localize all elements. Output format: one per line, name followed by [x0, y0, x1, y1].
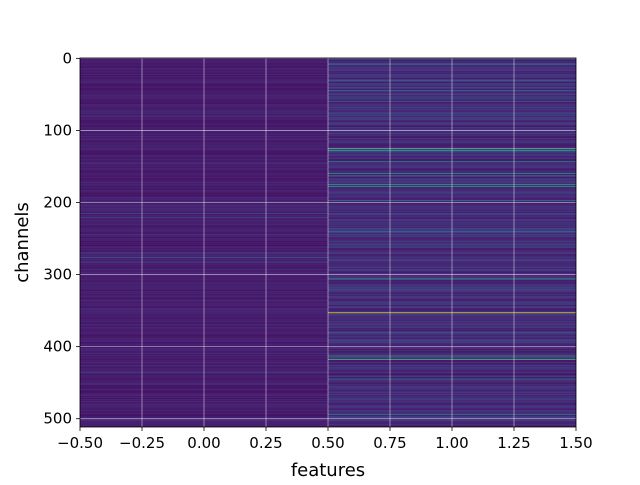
x-tick-label: −0.50 — [57, 434, 103, 452]
y-axis-label: channels — [12, 202, 33, 283]
x-tick-label: 0.75 — [373, 434, 406, 452]
y-tick-label: 200 — [43, 194, 72, 212]
x-tick-label: 0.00 — [187, 434, 220, 452]
y-tick-label: 100 — [43, 121, 72, 139]
x-axis-ticks: −0.50 −0.25 0.00 0.25 0.50 0.75 1.00 1.25 1.50 — [57, 427, 593, 452]
y-tick-label: 500 — [43, 410, 72, 428]
x-tick-label: 1.00 — [435, 434, 468, 452]
x-tick-label: 0.50 — [311, 434, 344, 452]
x-tick-label: −0.25 — [119, 434, 165, 452]
x-axis-label: features — [291, 460, 365, 480]
x-tick-label: 0.25 — [249, 434, 282, 452]
y-axis-ticks: 0 100 200 300 400 500 — [43, 49, 80, 428]
plot-area — [80, 58, 576, 427]
y-tick-label: 300 — [43, 266, 72, 284]
x-tick-label: 1.50 — [559, 434, 592, 452]
y-tick-label: 0 — [62, 49, 72, 67]
y-tick-label: 400 — [43, 338, 72, 356]
x-tick-label: 1.25 — [497, 434, 530, 452]
gridlines — [80, 58, 576, 427]
